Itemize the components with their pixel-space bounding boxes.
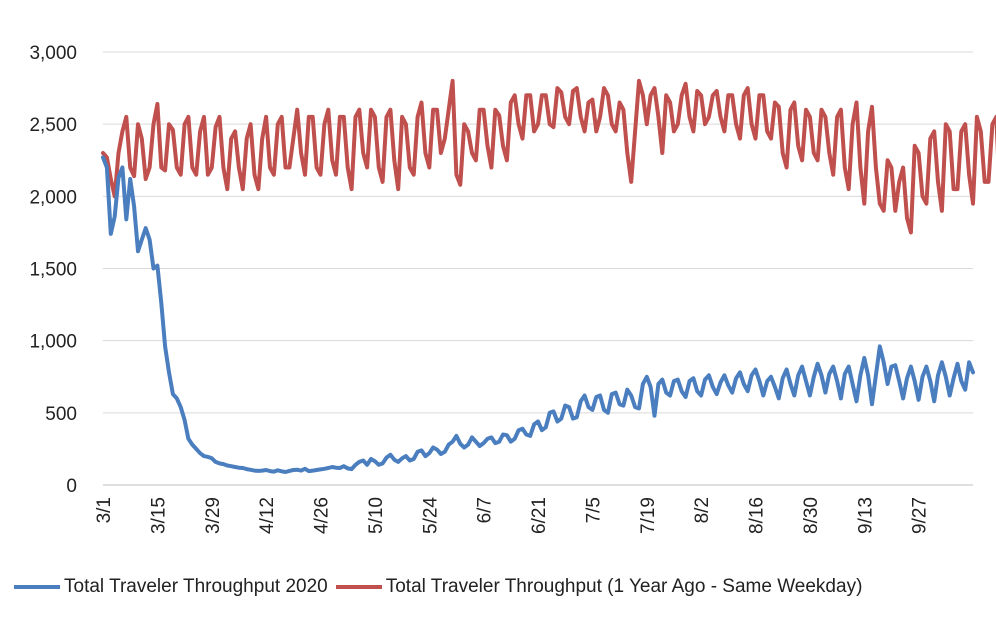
x-tick-label: 3/15: [148, 497, 169, 534]
x-tick-label: 4/12: [257, 497, 278, 534]
x-tick-label: 7/19: [638, 497, 659, 534]
x-tick-label: 8/2: [692, 497, 713, 523]
legend: Total Traveler Throughput 2020 Total Tra…: [14, 576, 870, 598]
x-tick-label: 9/13: [855, 497, 876, 534]
gridlines: [103, 51, 973, 414]
x-tick-label: 9/27: [910, 497, 931, 534]
x-tick-label: 3/29: [203, 497, 224, 534]
legend-swatch-year-ago: [335, 585, 382, 589]
y-tick-label: 1,000: [29, 332, 77, 353]
series-line-2020: [101, 155, 975, 474]
legend-label-year-ago: Total Traveler Throughput (1 Year Ago - …: [385, 576, 863, 597]
y-tick-label: 1,500: [29, 260, 77, 281]
x-tick-label: 5/24: [420, 497, 441, 534]
legend-label-2020: Total Traveler Throughput 2020: [64, 576, 328, 597]
series-line-year-ago: [101, 78, 996, 235]
y-tick-label: 3,000: [29, 43, 77, 64]
x-tick-label: 8/16: [747, 497, 768, 534]
legend-item-2020: Total Traveler Throughput 2020: [14, 576, 328, 598]
x-tick-label: 8/30: [801, 497, 822, 534]
x-tick-label: 5/10: [366, 497, 387, 534]
series-lines: [101, 78, 996, 474]
y-tick-label: 500: [45, 404, 77, 425]
legend-item-year-ago: Total Traveler Throughput (1 Year Ago - …: [335, 576, 863, 598]
x-tick-label: 6/21: [529, 497, 550, 534]
x-tick-label: 3/1: [94, 497, 115, 523]
legend-swatch-2020: [14, 585, 60, 589]
y-axis-tick-labels: 0 500 1,000 1,500 2,000 2,500 3,000: [29, 43, 77, 497]
x-axis-tick-labels: 3/1 3/15 3/29 4/12 4/26 5/10 5/24 6/7 6/21 7/5 7/1…: [94, 497, 931, 534]
y-tick-label: 0: [66, 476, 77, 497]
x-tick-label: 7/5: [583, 497, 604, 523]
x-tick-label: 6/7: [475, 497, 496, 523]
y-tick-label: 2,000: [29, 187, 77, 208]
y-tick-label: 2,500: [29, 115, 77, 136]
x-tick-label: 4/26: [312, 497, 333, 534]
